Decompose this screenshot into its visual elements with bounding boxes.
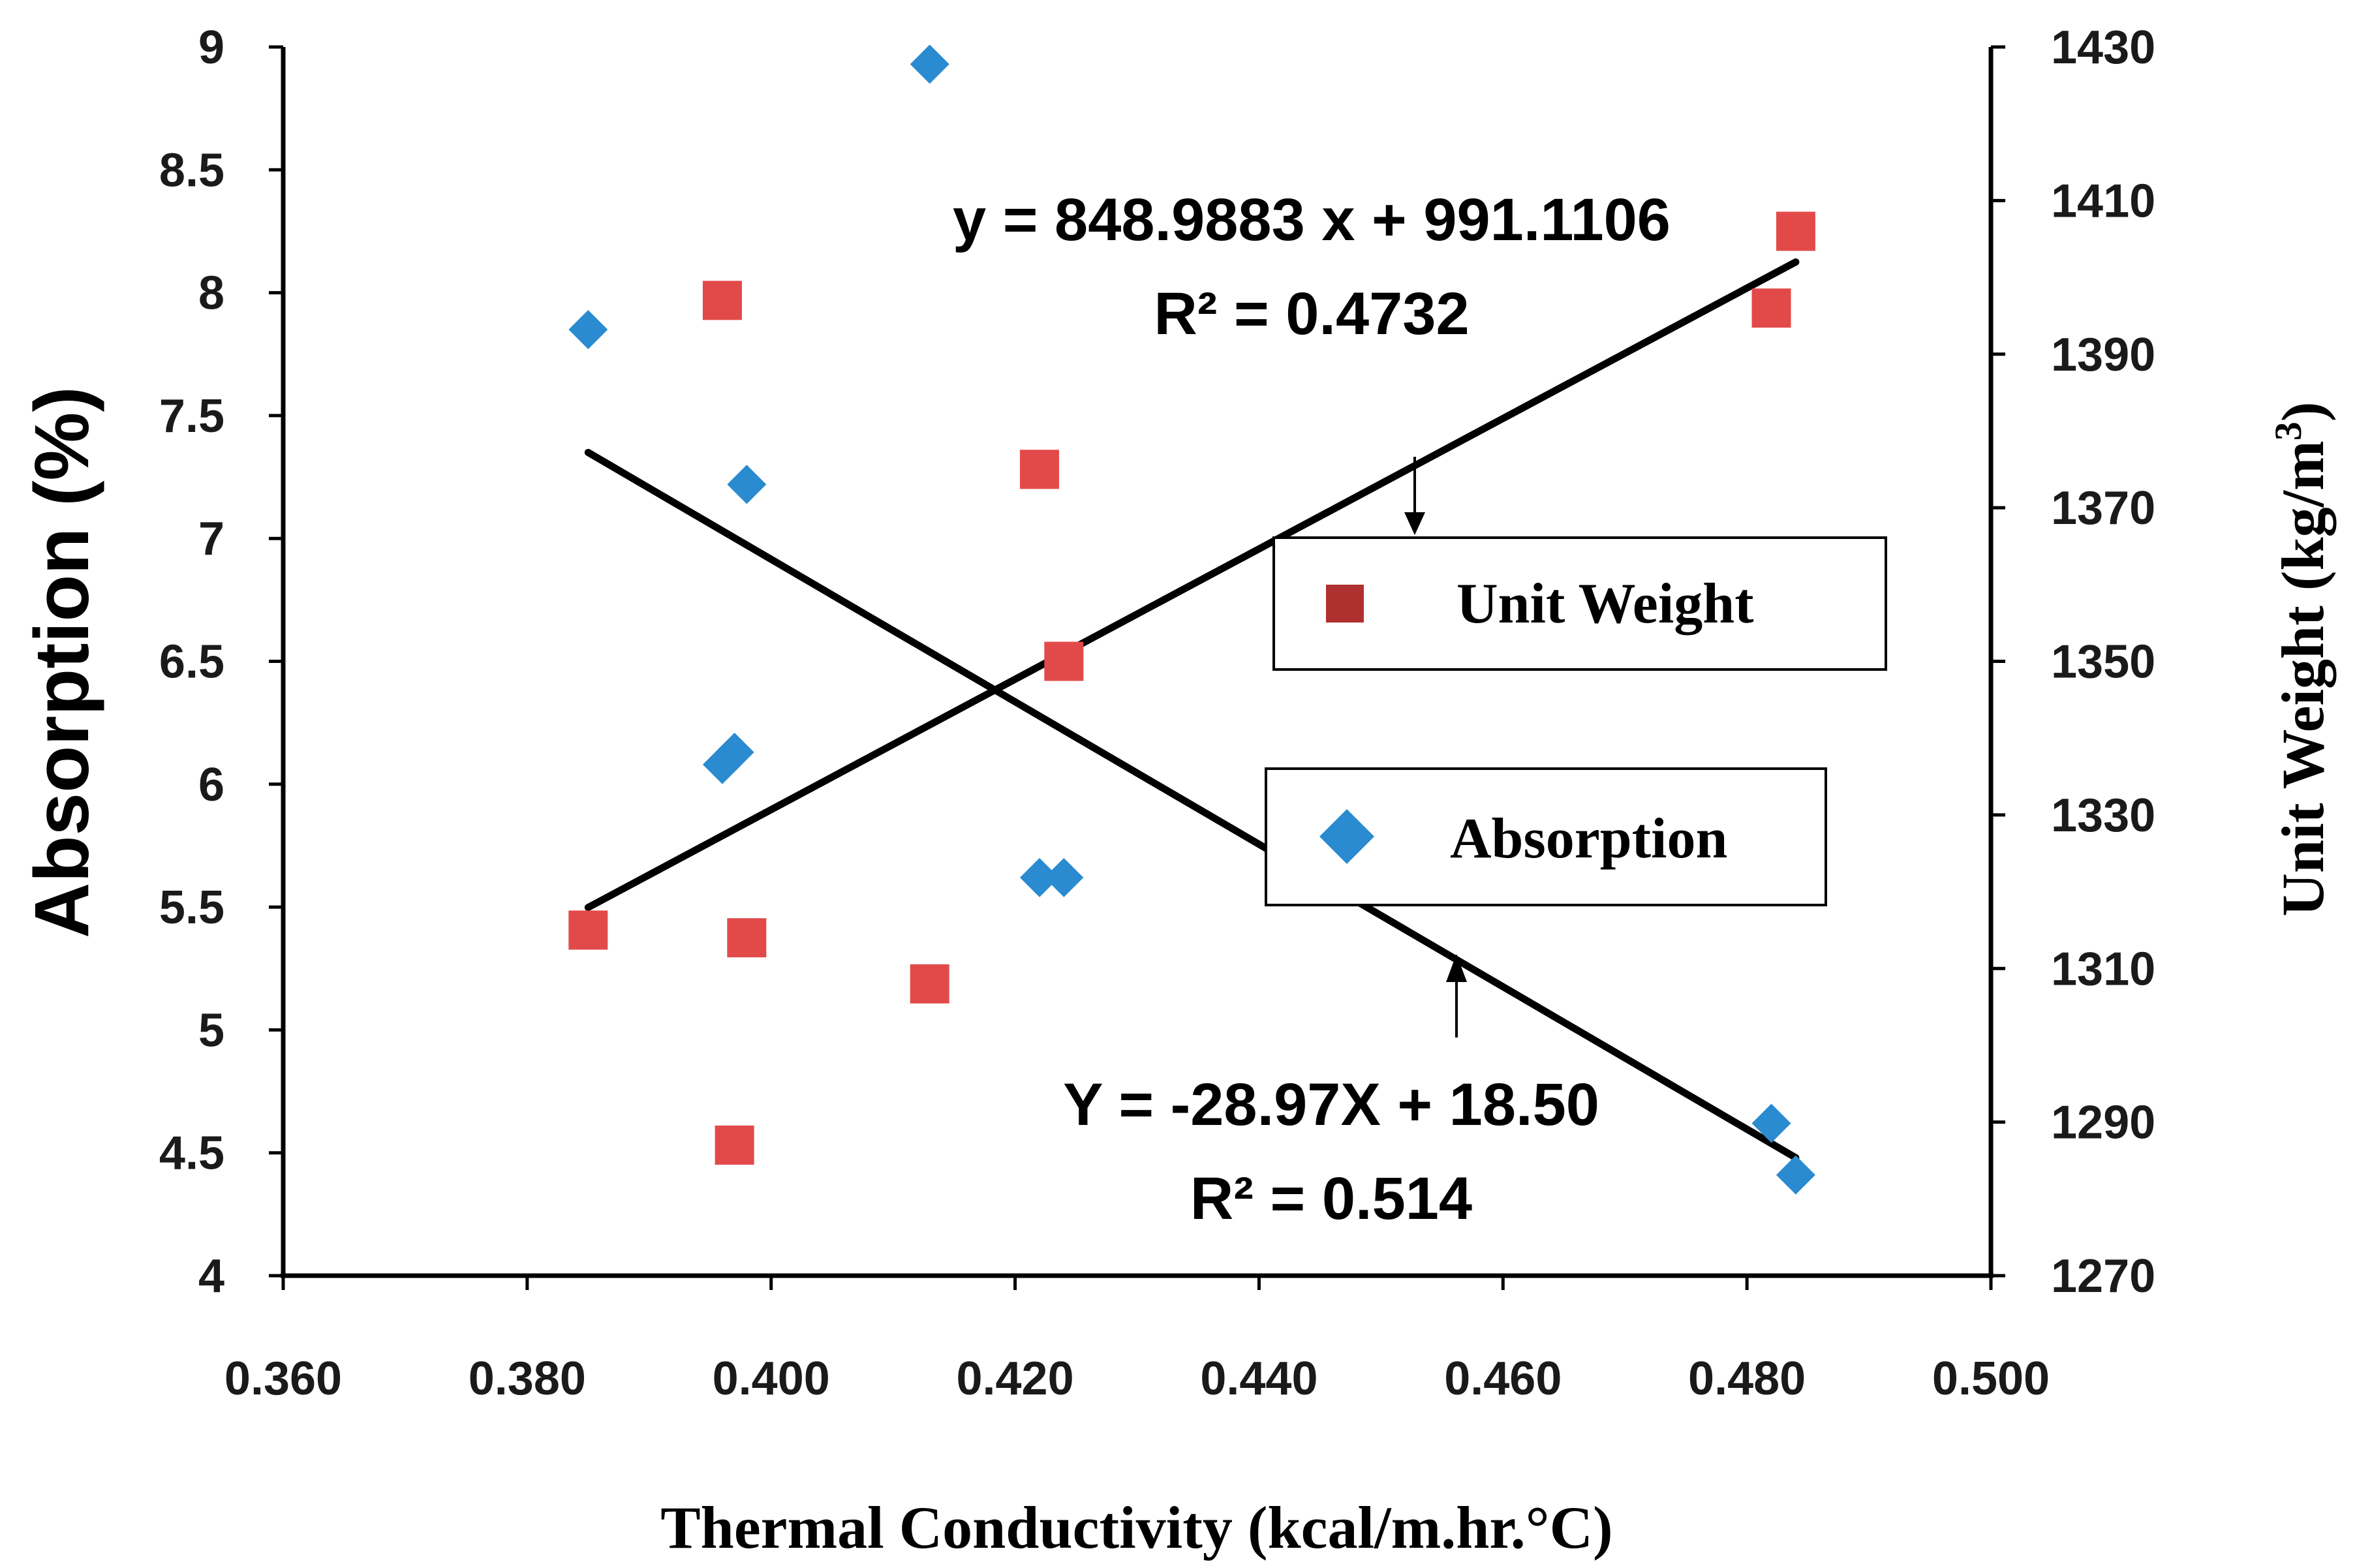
x-axis-label: Thermal Conductivity (kcal/m.hr.°C) [660,1494,1612,1561]
legend-absorption-marker [1319,809,1374,864]
y-tick-label: 7 [198,513,224,565]
absorption-point [1751,1103,1791,1143]
x-tick-label: 0.440 [1200,1353,1317,1405]
y2-tick-label: 1350 [2051,636,2155,688]
y2-tick-label: 1290 [2051,1097,2155,1149]
y-tick-label: 6.5 [159,636,224,688]
y-tick-label: 5 [198,1004,224,1056]
absorption-point [715,732,754,772]
y-ticks: 4 4.5 5 5.5 6 6.5 7 7.5 8 8.5 9 [159,22,283,1302]
trendlines [584,258,1800,1161]
y-tick-label: 9 [198,22,224,74]
arrow-to-absorption-line [1446,954,1467,1038]
y2-ticks: 1270 1290 1310 1330 1350 1370 1390 1410 1430 [1991,22,2155,1302]
absorption-equation: Y = -28.97X + 18.50 [1063,1071,1599,1138]
y-tick-label: 8 [198,268,224,320]
unit-weight-point [727,918,767,958]
x-tick-label: 0.380 [469,1353,586,1405]
y-axis-label: Absorption (%) [19,386,105,938]
y-tick-label: 7.5 [159,390,224,442]
y2-axis-label-sup: 3 [2267,422,2309,440]
absorption-point [910,44,949,84]
absorption-point [1776,1155,1815,1195]
y2-axis-label-main: Unit Weight (kg/m [2270,440,2336,916]
y-tick-label: 5.5 [159,882,224,934]
x-tick-label: 0.420 [956,1353,1073,1405]
y2-tick-label: 1370 [2051,482,2155,534]
y2-tick-label: 1430 [2051,22,2155,74]
x-tick-label: 0.460 [1444,1353,1562,1405]
unit-weight-point [910,964,949,1004]
unit-weight-point [1751,288,1791,328]
absorption-point [1044,857,1084,897]
legend-unit-weight-label: Unit Weight [1456,572,1754,636]
unit-weight-point [1776,211,1815,251]
y2-axis-label-end: ) [2270,402,2336,422]
absorption-r2: R² = 0.514 [1190,1165,1472,1232]
y2-tick-label: 1330 [2051,790,2155,842]
unit-weight-point [702,281,742,320]
legend-unit-weight-marker [1326,585,1364,623]
y2-tick-label: 1410 [2051,175,2155,227]
absorption-point [727,465,767,504]
unit-weight-point [568,910,608,950]
absorption-point [1019,857,1059,897]
markers [568,44,1815,1195]
x-tick-label: 0.500 [1932,1353,2050,1405]
absorption-point [568,310,608,350]
unit-weight-point [1019,450,1059,489]
unit-weight-trendline [584,258,1800,912]
legend-absorption-label: Absorption [1450,807,1727,870]
y-tick-label: 6 [198,759,224,811]
unit-weight-point [715,1125,754,1165]
x-tick-label: 0.400 [713,1353,830,1405]
y2-tick-label: 1270 [2051,1250,2155,1302]
x-ticks: 0.360 0.380 0.400 0.420 0.440 0.460 0.480 0.500 [224,1276,2050,1405]
legend-unit-weight-box [1272,536,1887,671]
y2-tick-label: 1310 [2051,943,2155,995]
y-tick-label: 4 [198,1250,224,1302]
legend-absorption: Absorption [1265,767,1827,906]
arrow-to-unit-weight-line [1404,457,1425,535]
unit-weight-point [1044,641,1084,681]
y2-tick-label: 1390 [2051,329,2155,381]
unit-weight-r2: R² = 0.4732 [1154,281,1469,347]
x-tick-label: 0.360 [224,1353,342,1405]
y-tick-label: 4.5 [159,1128,224,1180]
y-tick-label: 8.5 [159,144,224,196]
unit-weight-equation: y = 848.9883 x + 991.1106 [953,187,1671,253]
legend-unit-weight: Unit Weight [1272,536,1887,671]
x-tick-label: 0.480 [1688,1353,1806,1405]
absorption-trendline [584,448,1800,1161]
y2-axis-label: Unit Weight (kg/m3) [2267,402,2336,917]
